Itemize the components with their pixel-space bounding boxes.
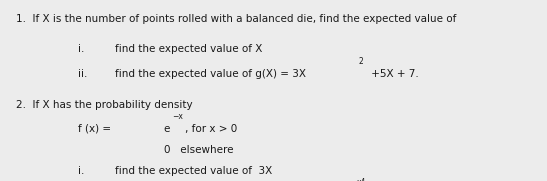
- Text: find the expected value of X: find the expected value of X: [115, 44, 263, 54]
- Text: x4: x4: [357, 178, 366, 181]
- Text: 1.  If X is the number of points rolled with a balanced die, find the expected v: 1. If X is the number of points rolled w…: [16, 14, 457, 24]
- Text: find the expected value of  3X: find the expected value of 3X: [115, 166, 272, 176]
- Text: +5X + 7.: +5X + 7.: [368, 69, 419, 79]
- Text: 2: 2: [358, 57, 363, 66]
- Text: e: e: [164, 124, 170, 134]
- Text: ii.: ii.: [78, 69, 87, 79]
- Text: find the expected value of g(X) = 3X: find the expected value of g(X) = 3X: [115, 69, 306, 79]
- Text: i.: i.: [78, 44, 84, 54]
- Text: f (x) =: f (x) =: [78, 124, 111, 134]
- Text: 2.  If X has the probability density: 2. If X has the probability density: [16, 100, 193, 110]
- Text: 0   elsewhere: 0 elsewhere: [164, 145, 233, 155]
- Text: i.: i.: [78, 166, 84, 176]
- Text: , for x > 0: , for x > 0: [185, 124, 237, 134]
- Text: −x: −x: [172, 112, 183, 121]
